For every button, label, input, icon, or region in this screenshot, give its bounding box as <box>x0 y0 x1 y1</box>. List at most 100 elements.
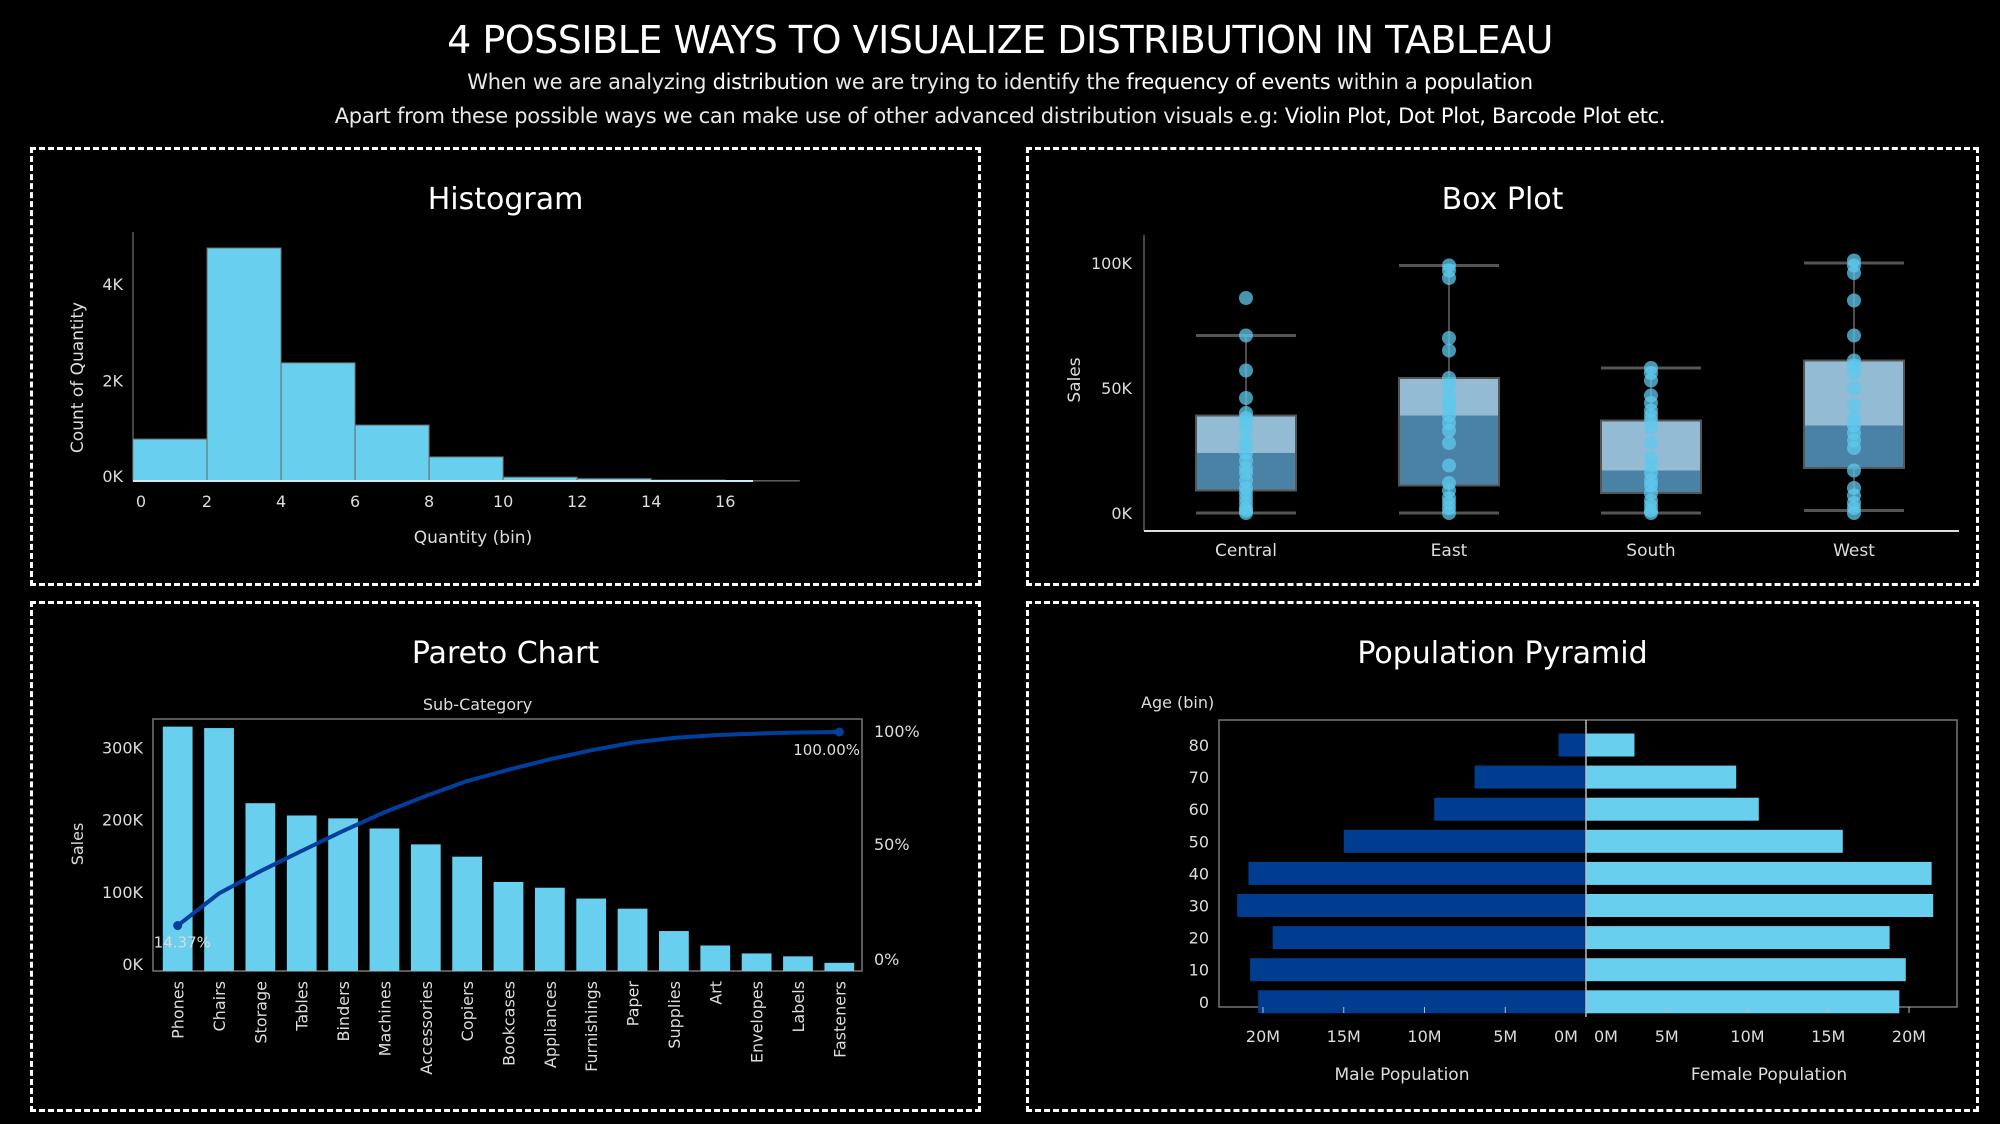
male-x-tick-label: 10M <box>1407 1027 1441 1046</box>
y-tick-label: 80 <box>1189 736 1209 755</box>
subtitle-text: we are trying to identify the <box>828 70 1127 94</box>
female-x-tick-label: 0M <box>1594 1027 1618 1046</box>
data-point <box>1644 506 1658 520</box>
pareto-bar <box>286 815 317 971</box>
subtitle-line-1: When we are analyzing distribution we ar… <box>0 70 2000 94</box>
pareto-bar <box>245 803 276 971</box>
female-bar <box>1586 990 1900 1014</box>
female-bar <box>1586 733 1635 757</box>
column-header-label: Sub-Category <box>423 695 532 714</box>
y-tick-label: 50K <box>1101 379 1132 398</box>
dashboard-title: 4 POSSIBLE WAYS TO VISUALIZE DISTRIBUTIO… <box>447 18 1553 62</box>
pareto-bar <box>204 728 234 971</box>
x-tick-label: West <box>1833 541 1875 561</box>
x-tick-label: 4 <box>276 492 286 511</box>
x-tick-label: Envelopes <box>748 981 767 1063</box>
y-tick-label: 200K <box>102 811 144 830</box>
female-bar <box>1586 797 1759 821</box>
x-tick-label: 12 <box>567 492 587 511</box>
y-axis-title: Sales <box>1065 357 1085 402</box>
female-bar <box>1586 958 1906 982</box>
pareto-panel: Pareto Chart Sub-Category Phones Chairs Sto… <box>30 601 981 1112</box>
x-axis-title: Quantity (bin) <box>414 528 532 548</box>
pareto-bar <box>369 828 400 971</box>
data-point <box>1847 441 1861 455</box>
x-tick-label: 14 <box>641 492 661 511</box>
female-bar <box>1586 765 1737 789</box>
male-bar <box>1343 829 1586 853</box>
boxplot-chart: 0K 50K 100K Sales Central East South West <box>1065 235 1959 561</box>
x-tick-label: 10 <box>493 492 513 511</box>
x-tick-label: Fasteners <box>830 981 849 1058</box>
y-tick-label: 0K <box>1111 504 1132 523</box>
subtitle-emphasis: population <box>1423 70 1533 94</box>
data-point <box>1442 423 1456 438</box>
y-tick-label: 60 <box>1189 800 1209 819</box>
x-tick-label: 0 <box>136 492 146 511</box>
y-tick-label: 50 <box>1189 832 1209 851</box>
male-x-tick-label: 5M <box>1493 1027 1517 1046</box>
y-axis-title: Count of Quantity <box>68 302 88 453</box>
male-x-tick-label: 0M <box>1554 1027 1578 1046</box>
x-tick-label: Supplies <box>665 981 684 1049</box>
pareto-bar <box>493 881 524 971</box>
male-bar <box>1237 894 1586 917</box>
histogram-title: Histogram <box>427 182 584 217</box>
data-point <box>1239 391 1253 405</box>
x-tick-label: Accessories <box>417 981 436 1075</box>
data-point <box>1644 373 1658 388</box>
pareto-bar <box>452 856 483 971</box>
histogram-bar <box>428 456 504 482</box>
x-tick-label: Paper <box>624 981 643 1027</box>
boxplot-panel: Box Plot 0K 50K 100K Sales Central East South W… <box>1026 147 1979 586</box>
y-tick-label: 20 <box>1189 929 1209 948</box>
x-tick-label: South <box>1626 541 1675 561</box>
male-bar <box>1250 958 1586 982</box>
y-axis-title: Age (bin) <box>1141 693 1214 712</box>
x-tick-label: Bookcases <box>500 981 519 1066</box>
y-tick-label: 100K <box>1091 254 1133 273</box>
data-point <box>1239 328 1253 343</box>
histogram-panel: Histogram 0 2 4 6 8 10 12 14 16 0K 2K 4K Quantity (b… <box>30 147 981 586</box>
y-tick-label: 40 <box>1189 864 1209 883</box>
x-tick-label: 8 <box>424 492 434 511</box>
secondary-y-tick-label: 0% <box>874 950 899 969</box>
data-point <box>1847 293 1861 308</box>
x-tick-label: East <box>1431 541 1468 561</box>
data-point <box>1442 271 1456 285</box>
pareto-bar <box>783 956 813 971</box>
histogram-bar <box>132 438 208 482</box>
x-tick-label: Chairs <box>210 981 229 1031</box>
female-bar <box>1586 926 1890 950</box>
female-bar <box>1586 894 1934 917</box>
data-point <box>1442 331 1456 345</box>
secondary-y-tick-label: 100% <box>874 722 920 741</box>
cumulative-end-label: 100.00% <box>793 741 860 759</box>
data-point <box>1847 398 1861 413</box>
histogram-bar <box>206 247 282 482</box>
subtitle-line-2: Apart from these possible ways we can ma… <box>0 104 2000 128</box>
pareto-bar <box>576 898 607 971</box>
x-tick-label: Storage <box>251 981 270 1044</box>
cumulative-start-point <box>173 921 183 931</box>
male-bar <box>1434 797 1586 821</box>
female-x-tick-label: 20M <box>1892 1027 1926 1046</box>
data-point <box>1442 458 1456 473</box>
data-point <box>1442 343 1456 358</box>
pyramid-chart: Age (bin) 80 70 60 50 40 30 20 10 0 20M 15M 10M 5M 0M 0… <box>1141 693 1958 1085</box>
data-point <box>1442 436 1456 450</box>
histogram-chart: 0 2 4 6 8 10 12 14 16 0K 2K 4K Quantity (bin) Count o… <box>68 232 800 548</box>
y-tick-label: 10 <box>1189 961 1209 980</box>
y-tick-label: 70 <box>1189 768 1209 787</box>
male-bar <box>1248 861 1586 885</box>
pareto-bar <box>824 962 855 971</box>
data-point <box>1847 506 1861 520</box>
male-x-axis-title: Male Population <box>1335 1065 1470 1085</box>
cumulative-end-point <box>834 727 844 737</box>
x-tick-label: 16 <box>715 492 735 511</box>
female-x-tick-label: 10M <box>1730 1027 1764 1046</box>
female-x-tick-label: 15M <box>1811 1027 1845 1046</box>
y-tick-label: 0 <box>1199 993 1209 1012</box>
y-axis-title: Sales <box>68 823 87 866</box>
pareto-bar <box>162 726 193 971</box>
